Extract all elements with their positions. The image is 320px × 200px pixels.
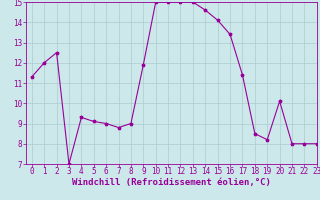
- X-axis label: Windchill (Refroidissement éolien,°C): Windchill (Refroidissement éolien,°C): [72, 178, 271, 187]
